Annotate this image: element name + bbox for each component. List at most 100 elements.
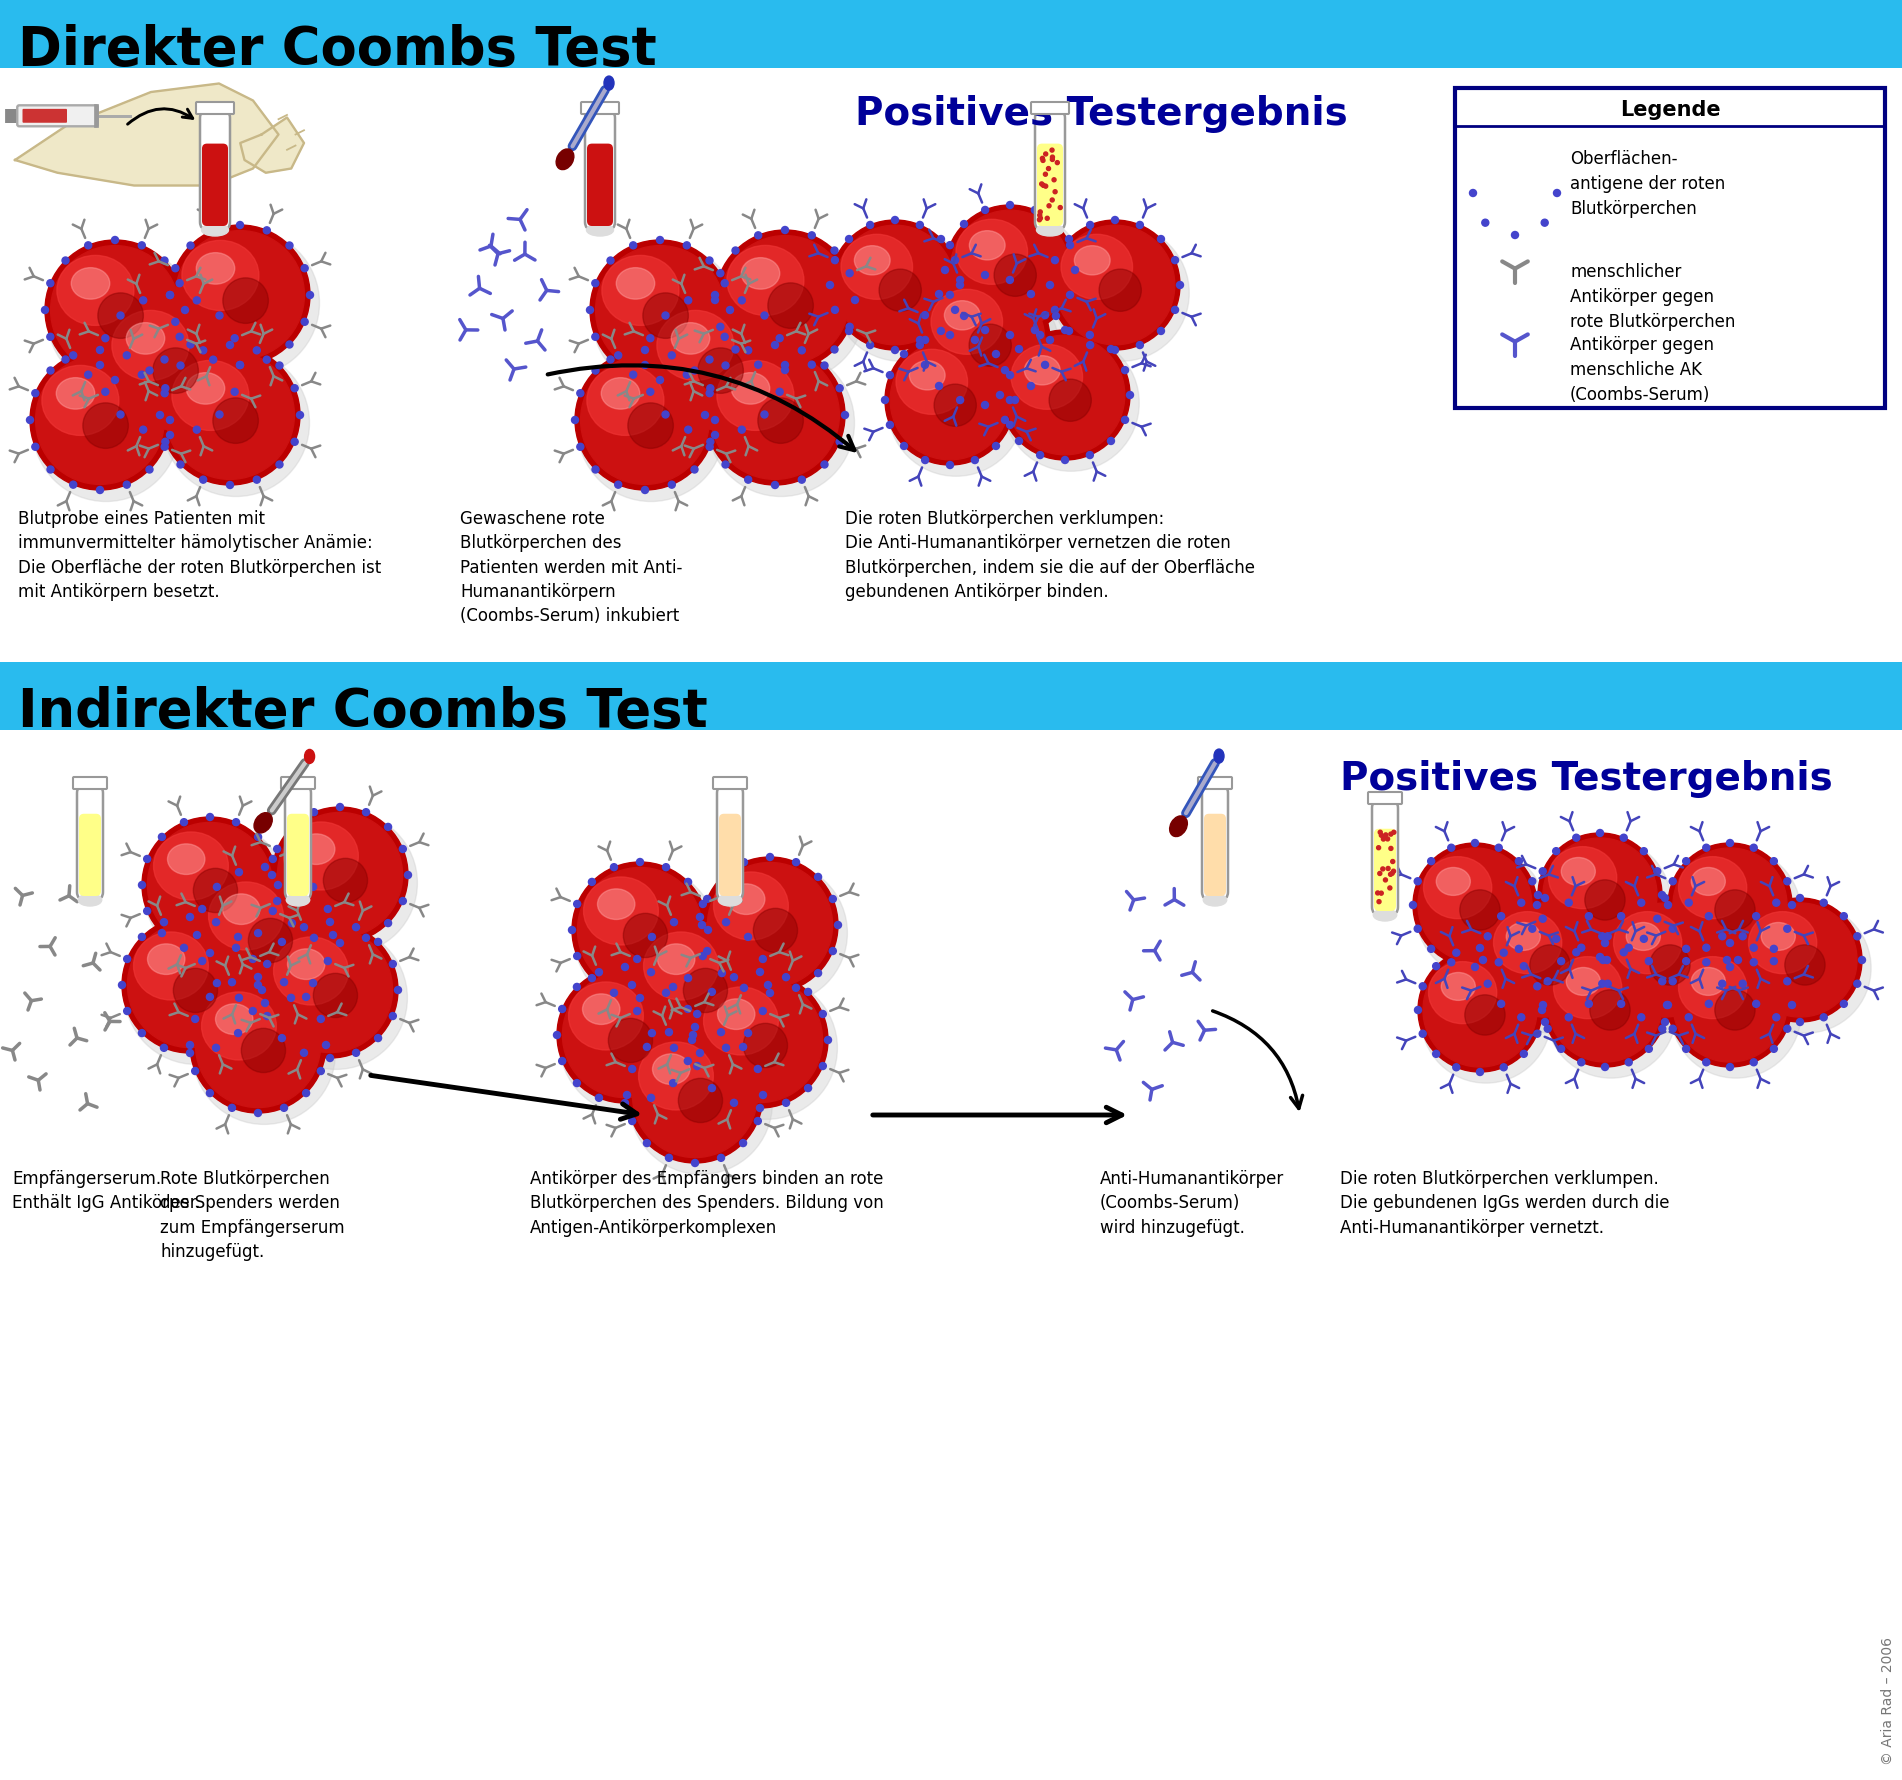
FancyBboxPatch shape: [196, 101, 234, 114]
Circle shape: [318, 1015, 325, 1022]
Circle shape: [276, 461, 283, 468]
Circle shape: [744, 933, 751, 940]
Circle shape: [1685, 1015, 1693, 1020]
Ellipse shape: [194, 869, 238, 913]
Circle shape: [171, 265, 179, 272]
Circle shape: [1565, 1015, 1573, 1020]
Circle shape: [48, 466, 53, 473]
Circle shape: [957, 276, 964, 283]
Ellipse shape: [1716, 990, 1756, 1031]
Circle shape: [981, 402, 989, 408]
Circle shape: [1520, 1050, 1527, 1057]
Ellipse shape: [223, 894, 261, 924]
Circle shape: [1750, 943, 1757, 951]
Circle shape: [139, 933, 145, 940]
Ellipse shape: [287, 949, 325, 979]
Circle shape: [1600, 956, 1607, 963]
Circle shape: [719, 970, 725, 977]
Circle shape: [559, 1057, 565, 1064]
Circle shape: [213, 918, 219, 926]
Circle shape: [685, 1057, 690, 1064]
Circle shape: [755, 361, 761, 368]
Circle shape: [892, 217, 898, 224]
Circle shape: [900, 351, 907, 358]
Ellipse shape: [202, 224, 228, 237]
Circle shape: [951, 256, 959, 263]
Circle shape: [1031, 326, 1038, 333]
Circle shape: [255, 1109, 261, 1116]
Circle shape: [947, 331, 953, 338]
Ellipse shape: [597, 888, 635, 920]
Circle shape: [1750, 959, 1757, 967]
FancyBboxPatch shape: [1371, 799, 1398, 915]
Circle shape: [200, 477, 207, 482]
Circle shape: [730, 974, 738, 981]
Ellipse shape: [569, 983, 643, 1050]
Circle shape: [1472, 151, 1558, 235]
Ellipse shape: [1170, 815, 1187, 837]
Circle shape: [1177, 281, 1183, 288]
Ellipse shape: [757, 399, 803, 443]
Circle shape: [1480, 956, 1487, 963]
FancyBboxPatch shape: [1373, 829, 1396, 911]
Circle shape: [702, 411, 709, 418]
Circle shape: [181, 819, 188, 826]
Circle shape: [1453, 1064, 1459, 1072]
Circle shape: [261, 863, 268, 870]
Circle shape: [162, 356, 167, 363]
Circle shape: [947, 242, 953, 249]
Text: © Aria Rad – 2006: © Aria Rad – 2006: [1881, 1638, 1894, 1766]
Ellipse shape: [742, 258, 780, 288]
Circle shape: [668, 352, 675, 360]
Circle shape: [759, 1091, 767, 1098]
Circle shape: [1548, 949, 1662, 1063]
Circle shape: [226, 342, 234, 349]
Ellipse shape: [719, 894, 742, 906]
Circle shape: [177, 279, 183, 287]
Circle shape: [867, 221, 873, 228]
Circle shape: [1158, 328, 1164, 335]
Circle shape: [146, 466, 152, 473]
Circle shape: [757, 1105, 763, 1111]
Circle shape: [337, 940, 344, 947]
Circle shape: [234, 1029, 242, 1036]
Circle shape: [1841, 1000, 1847, 1007]
Circle shape: [822, 361, 827, 368]
Circle shape: [685, 975, 692, 981]
Ellipse shape: [1506, 922, 1541, 951]
Circle shape: [1727, 1063, 1733, 1070]
Circle shape: [588, 975, 595, 981]
Circle shape: [268, 927, 392, 1052]
Circle shape: [1487, 902, 1601, 1016]
Circle shape: [405, 872, 411, 879]
Circle shape: [881, 397, 888, 404]
Circle shape: [576, 443, 584, 450]
Circle shape: [86, 372, 91, 377]
Circle shape: [200, 347, 207, 354]
FancyBboxPatch shape: [1204, 813, 1227, 895]
Circle shape: [630, 372, 637, 377]
Circle shape: [234, 933, 242, 940]
Circle shape: [704, 895, 711, 902]
Circle shape: [1040, 158, 1044, 162]
Circle shape: [1379, 829, 1383, 835]
Circle shape: [1038, 214, 1042, 217]
Circle shape: [1135, 221, 1143, 228]
Circle shape: [1607, 902, 1721, 1016]
Ellipse shape: [1075, 246, 1111, 274]
Ellipse shape: [713, 872, 787, 940]
Circle shape: [746, 347, 751, 354]
Circle shape: [289, 920, 295, 927]
Circle shape: [1539, 915, 1546, 922]
Circle shape: [755, 231, 761, 239]
Circle shape: [1501, 1064, 1506, 1072]
Circle shape: [1784, 926, 1792, 933]
Circle shape: [689, 1036, 696, 1043]
Circle shape: [226, 482, 234, 488]
Ellipse shape: [173, 968, 217, 1013]
Circle shape: [337, 803, 344, 810]
Circle shape: [824, 1036, 831, 1043]
Circle shape: [761, 312, 768, 319]
Text: Anti-Humanantikörper
(Coombs-Serum)
wird hinzugefügt.: Anti-Humanantikörper (Coombs-Serum) wird…: [1099, 1169, 1284, 1237]
Circle shape: [30, 351, 169, 490]
